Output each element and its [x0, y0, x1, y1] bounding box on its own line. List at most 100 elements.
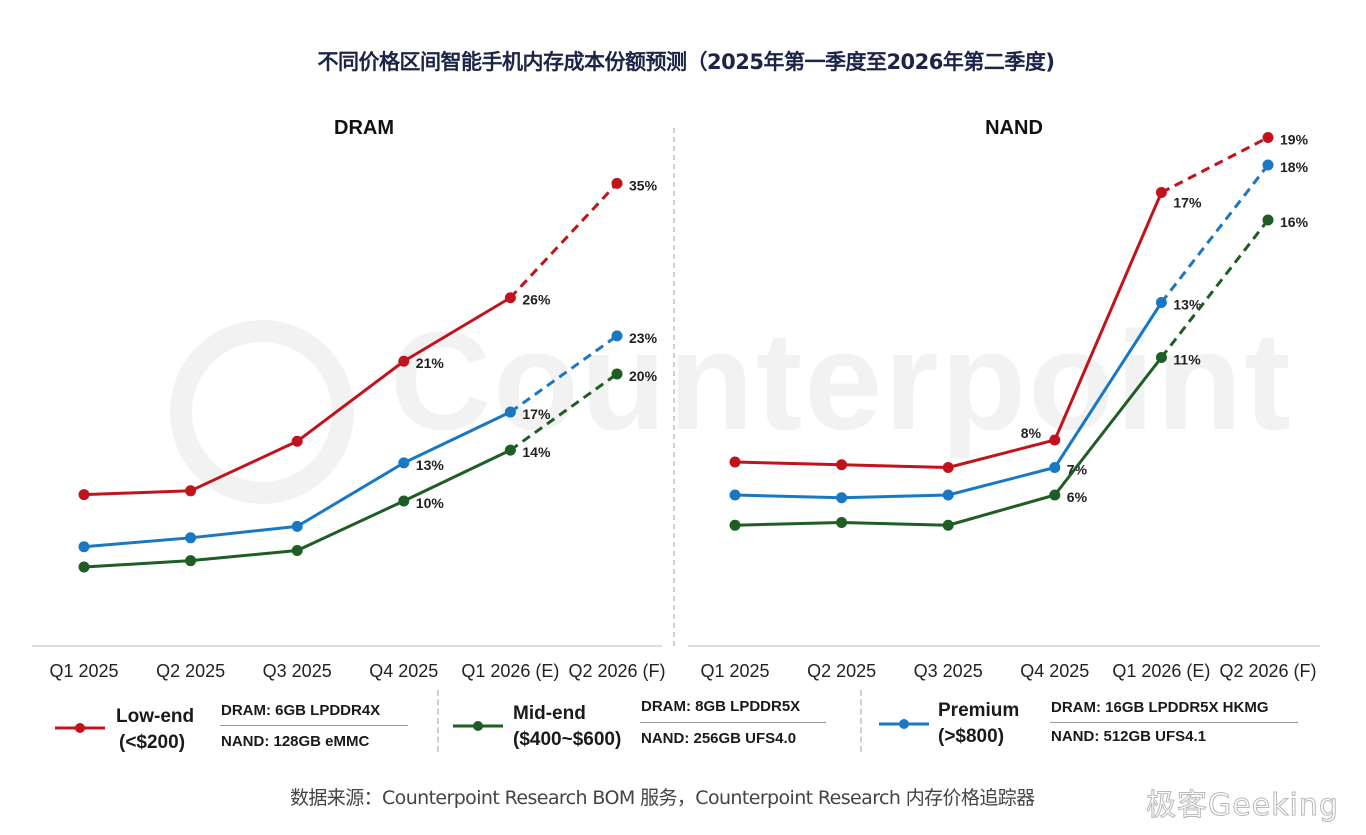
- x-tick-label: Q1 2026 (E): [1112, 661, 1210, 681]
- series-line-forecast: [509, 182, 619, 299]
- data-label: 16%: [1280, 214, 1309, 230]
- data-label: 13%: [416, 457, 445, 473]
- data-label: 8%: [1021, 425, 1042, 441]
- data-point: [836, 459, 848, 471]
- data-point: [504, 292, 516, 304]
- data-point: [398, 457, 410, 469]
- x-tick-label: Q4 2025: [369, 661, 438, 681]
- x-tick-label: Q2 2025: [156, 661, 225, 681]
- data-point: [398, 495, 410, 507]
- data-point: [729, 489, 741, 501]
- x-tick-label: Q1 2026 (E): [461, 661, 559, 681]
- data-label: 13%: [1173, 297, 1202, 313]
- data-point: [185, 555, 197, 567]
- legend-low-end-name: Low-end: [116, 706, 195, 727]
- chart-title: 不同价格区间智能手机内存成本份额预测（2025年第一季度至2026年第二季度): [317, 50, 1056, 74]
- x-tick-label: Q1 2025: [49, 661, 118, 681]
- data-point: [1262, 132, 1274, 143]
- x-tick-label: Q3 2025: [914, 661, 983, 681]
- panel-title: DRAM: [334, 117, 394, 139]
- data-label: 20%: [629, 368, 658, 384]
- series-line-forecast: [509, 372, 618, 452]
- x-tick-label: Q1 2025: [700, 661, 769, 681]
- x-tick-label: Q2 2026 (F): [1219, 661, 1316, 681]
- nand-panel: NAND Q1 2025 Q2 2025 Q3 2025 Q4 2025 Q1 2026 …: [688, 117, 1320, 681]
- series-line-forecast: [1160, 136, 1269, 194]
- data-point: [729, 456, 741, 468]
- data-point: [291, 435, 303, 447]
- data-point: [1049, 462, 1061, 473]
- legend-low-end-nand: NAND: 128GB eMMC: [221, 733, 370, 750]
- legend-premium-dram: DRAM: 16GB LPDDR5X HKMG: [1051, 699, 1269, 716]
- data-point: [942, 489, 954, 501]
- data-point: [942, 462, 954, 473]
- source-note: 数据来源：Counterpoint Research BOM 服务，Counte…: [290, 787, 1035, 809]
- data-label: 17%: [522, 406, 551, 422]
- data-point: [185, 485, 197, 497]
- series-line-actual: [734, 191, 1163, 469]
- legend-premium-name: Premium: [938, 700, 1020, 721]
- data-point: [1155, 352, 1167, 363]
- legend-mid-end-rule: [640, 722, 826, 723]
- legend-premium-marker-icon: [879, 719, 929, 729]
- data-label: 6%: [1067, 489, 1088, 505]
- data-point: [398, 355, 410, 367]
- x-tick-label: Q4 2025: [1020, 661, 1089, 681]
- data-label: 19%: [1280, 132, 1309, 148]
- data-point: [729, 519, 741, 531]
- x-tick-label: Q2 2026 (F): [568, 661, 665, 681]
- panel-title: NAND: [985, 117, 1043, 139]
- legend-mid-end-marker-icon: [453, 721, 503, 731]
- data-point: [1049, 434, 1061, 446]
- legend-low-end-range: (<$200): [119, 732, 186, 753]
- series-line-forecast: [1160, 219, 1270, 359]
- data-label: 11%: [1173, 352, 1201, 368]
- data-label: 23%: [629, 330, 658, 346]
- data-point: [291, 520, 303, 532]
- data-point: [611, 330, 623, 342]
- data-label: 21%: [416, 355, 445, 371]
- x-tick-label: Q2 2025: [807, 661, 876, 681]
- data-point: [78, 561, 90, 573]
- legend-low-end-marker-icon: [55, 723, 105, 733]
- data-point: [78, 541, 90, 553]
- data-point: [836, 517, 848, 528]
- data-label: 35%: [629, 177, 658, 193]
- data-point: [291, 545, 303, 557]
- data-point: [1262, 214, 1274, 226]
- data-point: [504, 444, 516, 456]
- brand-watermark: 极客Geeking: [1146, 788, 1339, 824]
- data-label: 17%: [1173, 195, 1202, 211]
- legend-premium-nand: NAND: 512GB UFS4.1: [1051, 728, 1207, 745]
- legend-premium-rule: [1050, 722, 1298, 723]
- data-point: [185, 532, 197, 544]
- data-point: [611, 177, 623, 189]
- dram-panel: DRAM Q1 2025 Q2 2025 Q3 2025 Q4 2025 Q1 2026 …: [32, 117, 666, 681]
- legend-low-end-rule: [220, 725, 408, 726]
- data-point: [1155, 297, 1167, 308]
- watermark-text: Counterpoint: [390, 302, 1293, 459]
- data-label: 26%: [522, 292, 551, 308]
- data-label: 10%: [416, 495, 445, 511]
- x-tick-label: Q3 2025: [263, 661, 332, 681]
- legend-mid-end-nand: NAND: 256GB UFS4.0: [641, 730, 797, 747]
- data-point: [836, 492, 848, 504]
- data-point: [1262, 159, 1274, 171]
- legend-low-end-dram: DRAM: 6GB LPDDR4X: [221, 702, 381, 719]
- legend-mid-end-name: Mid-end: [513, 703, 586, 724]
- legend-premium-range: (>$800): [938, 726, 1005, 747]
- data-point: [611, 368, 623, 380]
- data-point: [1049, 489, 1061, 501]
- legend: Low-end (<$200) DRAM: 6GB LPDDR4X NAND: …: [0, 690, 1366, 760]
- data-point: [942, 519, 954, 531]
- legend-separator: [860, 690, 862, 752]
- legend-mid-end-dram: DRAM: 8GB LPDDR5X: [641, 698, 801, 715]
- data-label: 14%: [522, 444, 551, 460]
- data-label: 18%: [1280, 159, 1309, 175]
- legend-mid-end-range: ($400~$600): [513, 729, 622, 750]
- data-point: [78, 489, 90, 501]
- legend-separator: [437, 690, 439, 752]
- data-point: [1155, 187, 1167, 198]
- data-point: [504, 406, 516, 418]
